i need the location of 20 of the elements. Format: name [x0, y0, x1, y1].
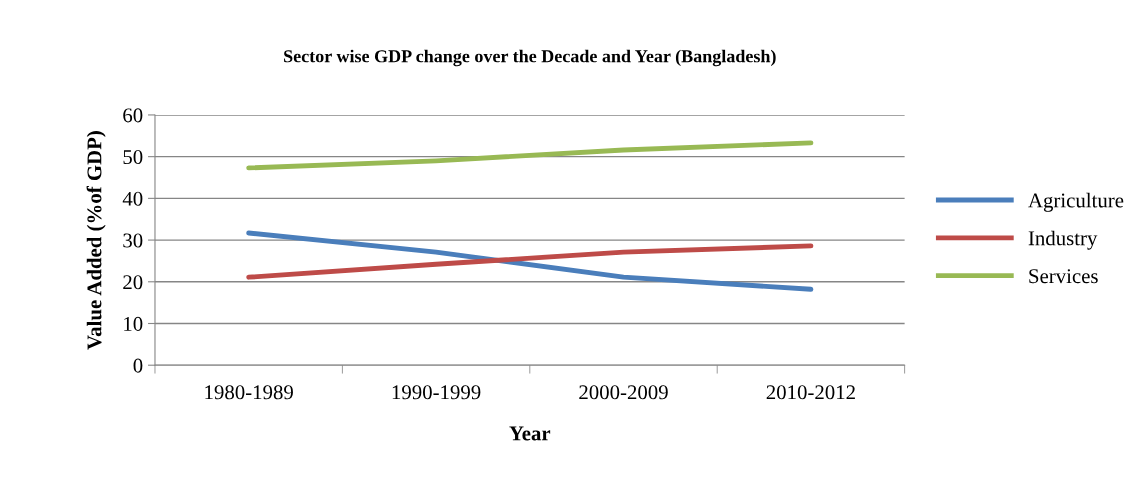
y-tick-label: 0: [133, 358, 143, 373]
legend-label: Agriculture: [1028, 192, 1124, 212]
y-tick-label: 60: [123, 108, 143, 123]
x-tick-label: 2000-2009: [579, 385, 668, 400]
y-axis-title: Value Added (%of GDP): [86, 131, 106, 350]
legend-label: Services: [1029, 269, 1098, 284]
x-tick-label: 1990-1999: [392, 385, 481, 400]
x-tick-label: 1980-1989: [205, 385, 293, 400]
x-axis-title: Year: [509, 426, 551, 441]
line-series: [246, 243, 814, 280]
y-tick-label: 40: [122, 191, 143, 206]
y-tick-label: 20: [123, 275, 143, 290]
x-tick-label: 2010-2012: [766, 385, 855, 400]
y-tick-label: 30: [123, 233, 143, 248]
legend-label: Industry: [1028, 230, 1098, 250]
chart-title: Sector wise GDP change over the Decade and Year (Bangladesh): [284, 49, 776, 67]
line-series: [246, 230, 814, 292]
line-series: [246, 140, 814, 171]
y-tick-label: 50: [123, 150, 143, 165]
y-tick-label: 10: [124, 316, 143, 331]
